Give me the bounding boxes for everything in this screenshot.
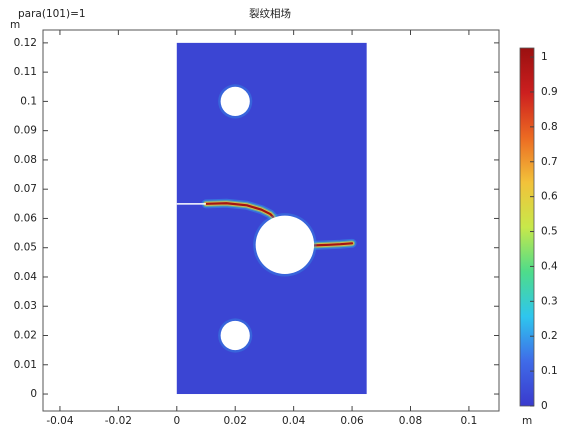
colorbar-tick-label: 0.3	[541, 295, 558, 307]
colorbar-tick-label: 0.9	[541, 86, 558, 98]
y-tick-label: 0.02	[14, 330, 37, 342]
y-tick-label: 0.09	[14, 125, 37, 137]
y-tick-label: 0.12	[14, 37, 37, 49]
crack	[204, 202, 275, 219]
colorbar-tick-label: 0.6	[541, 191, 558, 203]
y-unit: m	[10, 19, 20, 31]
colorbar	[519, 47, 535, 407]
colorbar-tick-label: 0.4	[541, 260, 558, 272]
plot-area	[176, 42, 367, 395]
y-tick-label: 0.05	[14, 242, 37, 254]
crack	[312, 242, 354, 247]
x-tick-label: 0	[173, 415, 180, 427]
y-tick-label: 0.04	[14, 271, 38, 283]
hole	[220, 86, 250, 117]
colorbar-tick-label: 0.8	[541, 121, 558, 133]
colorbar-tick-label: 0.2	[541, 330, 558, 342]
x-tick-label: 0.04	[282, 415, 306, 427]
x-tick-label: -0.02	[105, 415, 132, 427]
x-tick-label: 0.06	[340, 415, 364, 427]
y-tick-label: 0	[30, 388, 37, 400]
y-tick-label: 0.01	[14, 359, 37, 371]
x-tick-label: 0.08	[399, 415, 422, 427]
chart-title: 裂纹相场	[249, 7, 291, 20]
y-tick-label: 0.07	[14, 183, 37, 195]
colorbar-tick-label: 0.1	[541, 365, 558, 377]
hole	[220, 320, 250, 351]
axes-frame	[42, 29, 500, 412]
y-tick-label: 0.11	[14, 66, 37, 78]
y-tick-label: 0.08	[14, 154, 37, 166]
colorbar-tick-label: 0.5	[541, 226, 558, 238]
y-tick-label: 0.03	[14, 300, 37, 312]
colorbar-tick-label: 0.7	[541, 156, 558, 168]
hole	[255, 215, 315, 275]
x-unit: m	[522, 415, 532, 427]
y-tick-label: 0.06	[14, 212, 38, 224]
parameter-label: para(101)=1	[18, 8, 86, 20]
colorbar-tick-label: 0	[541, 400, 548, 412]
colorbar-tick-label: 1	[541, 51, 548, 63]
y-tick-label: 0.1	[20, 95, 37, 107]
x-tick-label: 0.02	[224, 415, 247, 427]
x-tick-label: 0.1	[461, 415, 478, 427]
x-tick-label: -0.04	[46, 415, 73, 427]
